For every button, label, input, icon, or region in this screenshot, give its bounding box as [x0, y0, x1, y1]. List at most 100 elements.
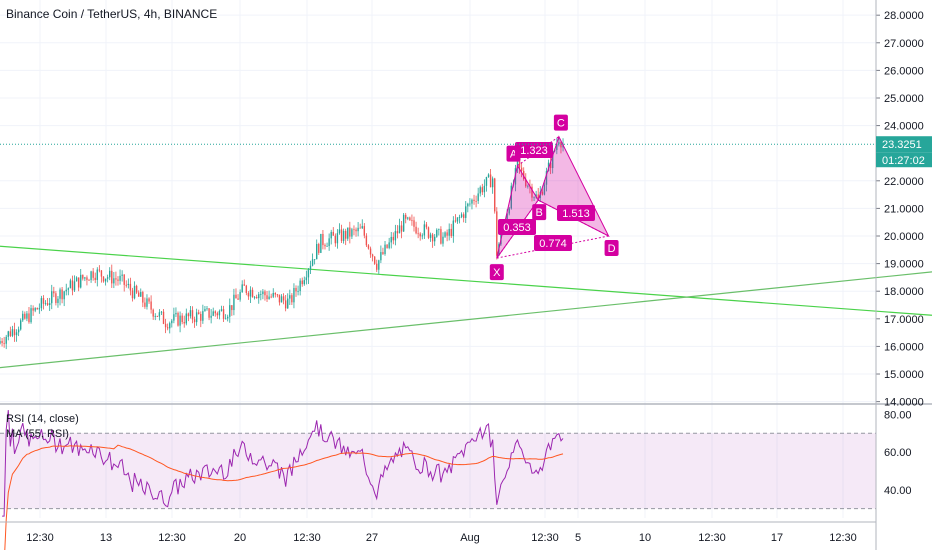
candle-body	[465, 206, 467, 218]
candle-body	[15, 332, 18, 336]
candle-body	[272, 292, 274, 297]
candle-body	[431, 234, 434, 242]
candle-body	[123, 274, 125, 285]
candle-body	[92, 271, 94, 278]
candle-body	[113, 278, 115, 284]
candle-body	[454, 220, 457, 222]
candle-body	[57, 298, 59, 303]
candle-body	[22, 313, 24, 321]
pattern-point-badge	[553, 114, 568, 131]
candle-body	[24, 313, 26, 319]
chart-title: Binance Coin / TetherUS, 4h, BINANCE	[6, 7, 217, 21]
time-tick-label: Aug	[460, 532, 480, 544]
candle-body	[448, 228, 450, 236]
price-tick-label: 15.0000	[884, 369, 924, 381]
trendlines	[0, 245, 932, 369]
candle-body	[204, 309, 206, 312]
candle-body	[189, 310, 192, 317]
candle-body	[137, 292, 140, 297]
candle-body	[158, 312, 161, 317]
time-tick-label: 12:30	[158, 532, 186, 544]
candle-body	[342, 230, 345, 241]
candle-body	[32, 308, 34, 311]
candle-body	[307, 269, 310, 278]
candle-body	[467, 203, 469, 207]
harmonic-pattern: X A B C D 0.353 1.323 1.513 0.774	[489, 114, 619, 281]
candle-body	[59, 289, 61, 299]
candle-body	[162, 311, 165, 324]
candle-body	[531, 186, 533, 198]
candle-body	[260, 294, 262, 295]
pattern-point-badge	[489, 264, 504, 281]
candle-body	[282, 296, 285, 301]
candle-body	[214, 311, 216, 314]
candle-body	[429, 234, 432, 238]
candle-body	[309, 265, 312, 270]
candle-body	[556, 144, 558, 150]
candle-body	[384, 244, 386, 255]
time-tick-label: 12:30	[26, 532, 54, 544]
candle-body	[349, 227, 351, 237]
candle-body	[166, 327, 169, 329]
candle-body	[171, 320, 173, 324]
candle-body	[516, 160, 519, 169]
candle-body	[494, 178, 496, 212]
price-tick-label: 24.0000	[884, 121, 924, 133]
candle-body	[243, 284, 245, 286]
candle-body	[421, 235, 423, 237]
candle-body	[551, 150, 554, 169]
candle-body	[231, 305, 233, 311]
candle-body	[541, 191, 544, 195]
candle-body	[560, 142, 562, 148]
candle-body	[40, 298, 43, 309]
candle-body	[458, 217, 461, 218]
rsi-line	[2, 410, 564, 517]
candle-body	[218, 310, 221, 316]
candle-body	[365, 235, 368, 246]
candle-body	[427, 227, 430, 238]
candle-body	[322, 233, 324, 246]
candle-body	[334, 235, 337, 244]
candle-body	[258, 294, 260, 299]
candle-body	[293, 287, 295, 303]
price-tick-label: 14.0000	[884, 397, 924, 409]
candle-body	[129, 283, 132, 291]
candle-body	[38, 308, 41, 310]
candle-body	[115, 278, 117, 280]
ma-legend: MA (55, RSI)	[6, 428, 69, 440]
candle-body	[152, 309, 154, 317]
candle-body	[280, 296, 283, 303]
candle-body	[262, 291, 264, 295]
candle-body	[251, 289, 254, 298]
candle-body	[34, 308, 36, 311]
candle-body	[313, 259, 316, 261]
time-tick-label: 13	[100, 532, 112, 544]
candle-body	[17, 329, 20, 333]
candle-body	[518, 160, 521, 168]
candle-body	[140, 292, 142, 297]
price-tick-label: 21.0000	[884, 203, 924, 215]
candle-body	[80, 274, 82, 288]
candle-body	[284, 300, 287, 309]
candle-body	[438, 229, 440, 230]
candle-body	[527, 185, 529, 187]
candle-body	[63, 291, 65, 300]
candle-body	[119, 275, 121, 281]
candle-body	[289, 295, 291, 299]
pattern-ratio-badge	[557, 205, 595, 221]
pattern-point-label: D	[608, 243, 616, 255]
candle-body	[111, 270, 113, 284]
candle-body	[69, 280, 72, 289]
countdown-badge	[876, 152, 932, 168]
candle-body	[442, 236, 444, 244]
candle-body	[506, 213, 508, 223]
candle-body	[276, 294, 279, 296]
candle-body	[183, 322, 185, 324]
candle-body	[77, 277, 80, 288]
candle-body	[125, 284, 127, 286]
candle-body	[338, 229, 341, 234]
candle-body	[417, 233, 419, 235]
candle-body	[305, 277, 308, 281]
candle-body	[233, 294, 235, 311]
candle-body	[253, 296, 256, 298]
